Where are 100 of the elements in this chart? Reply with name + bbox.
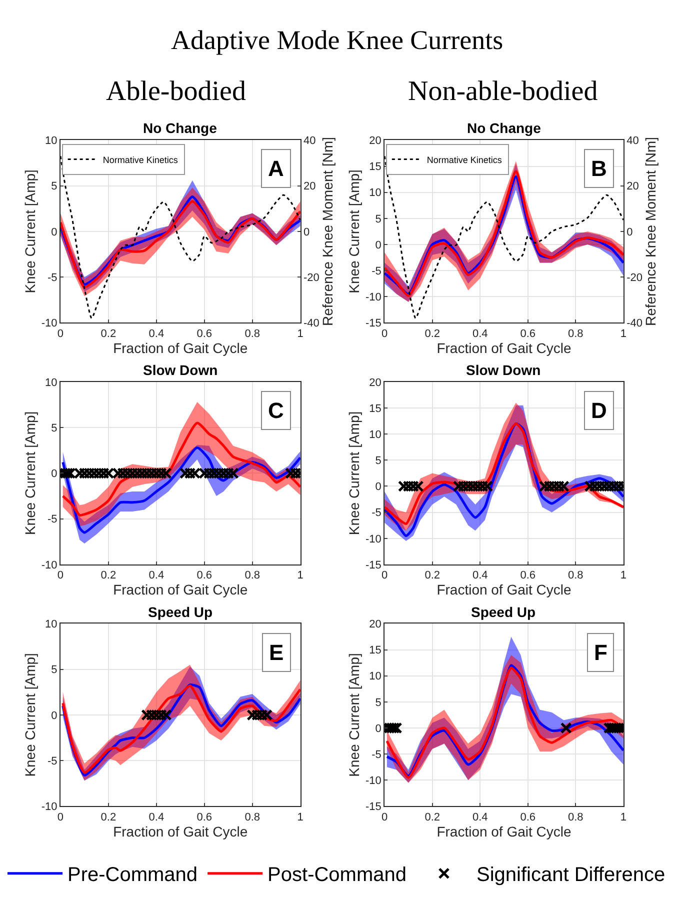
annotation: C bbox=[268, 398, 284, 423]
y-tick-label: -15 bbox=[365, 559, 382, 572]
y2-axis-title: Reference Knee Moment [Nm] bbox=[642, 136, 659, 326]
x-tick-label: 0.8 bbox=[568, 328, 584, 340]
y2-tick-label: 20 bbox=[626, 180, 639, 193]
x-tick-label: 0.2 bbox=[424, 811, 440, 824]
y-tick-label: -5 bbox=[48, 514, 58, 526]
x-axis-title: Fraction of Gait Cycle bbox=[113, 340, 248, 356]
x-tick-label: 0.4 bbox=[472, 570, 488, 582]
y-tick-label: 0 bbox=[375, 239, 382, 252]
x-axis-title: Fraction of Gait Cycle bbox=[113, 823, 248, 840]
text: Adaptive Mode Knee Currents bbox=[171, 25, 504, 55]
chart-title: No Change bbox=[143, 120, 218, 136]
y-tick-label: 10 bbox=[45, 618, 58, 631]
y-tick-label: -10 bbox=[41, 559, 58, 572]
annotation: E bbox=[269, 640, 284, 665]
x-tick-label: 0.2 bbox=[424, 570, 440, 582]
y-tick-label: 10 bbox=[369, 670, 382, 683]
y-tick-label: -15 bbox=[365, 801, 382, 814]
y-tick-label: 20 bbox=[369, 618, 382, 631]
legend-label: Normative Kinetics bbox=[102, 154, 178, 165]
x-tick-label: 0.6 bbox=[196, 328, 212, 340]
legend-label: Pre-Command bbox=[68, 864, 198, 886]
y2-tick-label: 20 bbox=[304, 180, 316, 193]
x-tick-label: 1 bbox=[297, 811, 304, 824]
x-tick-label: 1 bbox=[620, 328, 626, 340]
y-tick-label: 20 bbox=[369, 376, 382, 389]
y-tick-label: 5 bbox=[51, 422, 58, 434]
x-tick-label: 0.4 bbox=[148, 328, 164, 340]
text: Non-able-bodied bbox=[408, 76, 598, 107]
y-tick-label: 0 bbox=[51, 468, 58, 480]
annotation: D bbox=[591, 398, 607, 423]
y-tick-label: 15 bbox=[369, 402, 382, 415]
y-tick-label: -5 bbox=[48, 272, 58, 284]
x-tick-label: 1 bbox=[297, 570, 304, 582]
x-axis-title: Fraction of Gait Cycle bbox=[436, 340, 572, 356]
x-tick-label: 0.8 bbox=[244, 328, 260, 340]
x-tick-label: 0.4 bbox=[472, 811, 488, 824]
y-tick-label: 15 bbox=[369, 161, 382, 174]
text: Able-bodied bbox=[106, 76, 246, 107]
annotation: A bbox=[268, 156, 284, 181]
x-tick-label: 0.6 bbox=[196, 811, 212, 824]
y-tick-label: 5 bbox=[51, 664, 58, 676]
y2-tick-label: -40 bbox=[304, 318, 320, 330]
y2-tick-label: 40 bbox=[304, 135, 316, 148]
x-tick-label: 0.6 bbox=[520, 811, 536, 824]
y-tick-label: -10 bbox=[41, 801, 58, 814]
y-tick-label: 15 bbox=[369, 644, 382, 657]
x-tick-label: 0.8 bbox=[244, 570, 260, 582]
x-tick-label: 0.2 bbox=[424, 328, 440, 340]
x-tick-label: 0.4 bbox=[148, 570, 164, 582]
legend-label: Post-Command bbox=[268, 864, 406, 886]
chart-title: Speed Up bbox=[471, 604, 536, 620]
chart-title: Slow Down bbox=[143, 362, 218, 378]
legend-label: Normative Kinetics bbox=[426, 154, 502, 165]
y-tick-label: 0 bbox=[375, 722, 382, 735]
y-tick-label: -5 bbox=[372, 507, 382, 520]
x-tick-label: 0.4 bbox=[148, 811, 164, 824]
x-tick-label: 1 bbox=[620, 570, 626, 582]
y-tick-label: -10 bbox=[365, 775, 382, 788]
y2-tick-label: 40 bbox=[626, 135, 639, 148]
y-tick-label: -5 bbox=[48, 755, 58, 768]
annotation: B bbox=[591, 156, 607, 181]
y-axis-title: Knee Current [Amp] bbox=[22, 411, 38, 536]
annotation: F bbox=[594, 640, 608, 665]
y2-tick-label: -40 bbox=[626, 318, 643, 330]
legend-label: Significant Difference bbox=[476, 864, 666, 886]
y-tick-label: 10 bbox=[369, 428, 382, 441]
y2-tick-label: -20 bbox=[626, 272, 643, 284]
x-tick-label: 0.4 bbox=[472, 328, 488, 340]
y-axis-title: Knee Current [Amp] bbox=[346, 411, 362, 536]
y-tick-label: 5 bbox=[375, 213, 382, 226]
x-tick-label: 1 bbox=[297, 328, 304, 340]
y-tick-label: 5 bbox=[375, 455, 382, 468]
y-tick-label: -5 bbox=[372, 748, 382, 761]
x-tick-label: 0.2 bbox=[100, 328, 116, 340]
x-tick-label: 1 bbox=[620, 811, 626, 824]
y-axis-title: Knee Current [Amp] bbox=[346, 170, 362, 294]
y-tick-label: -5 bbox=[372, 265, 382, 278]
y-tick-label: -10 bbox=[41, 318, 58, 330]
y2-tick-label: -20 bbox=[304, 272, 320, 284]
y-tick-label: 5 bbox=[51, 180, 58, 193]
x-tick-label: 0.6 bbox=[520, 328, 536, 340]
x-axis-title: Fraction of Gait Cycle bbox=[436, 823, 572, 840]
y-tick-label: 5 bbox=[375, 696, 382, 709]
y2-tick-label: 0 bbox=[304, 226, 310, 238]
y-tick-label: -15 bbox=[365, 318, 382, 330]
chart-title: Slow Down bbox=[466, 362, 541, 378]
y-tick-label: -10 bbox=[365, 533, 382, 546]
x-tick-label: 0.6 bbox=[520, 570, 536, 582]
x-tick-label: 0.8 bbox=[568, 811, 584, 824]
y-axis-title: Knee Current [Amp] bbox=[346, 653, 362, 777]
x-tick-label: 0.2 bbox=[100, 811, 116, 824]
y-tick-label: -10 bbox=[365, 292, 382, 304]
y-tick-label: 0 bbox=[51, 226, 58, 238]
x-tick-label: 0.8 bbox=[568, 570, 584, 582]
x-tick-label: 0.6 bbox=[196, 570, 212, 582]
y-tick-label: 10 bbox=[45, 135, 58, 148]
x-axis-title: Fraction of Gait Cycle bbox=[436, 582, 572, 598]
y-tick-label: 0 bbox=[51, 710, 58, 722]
